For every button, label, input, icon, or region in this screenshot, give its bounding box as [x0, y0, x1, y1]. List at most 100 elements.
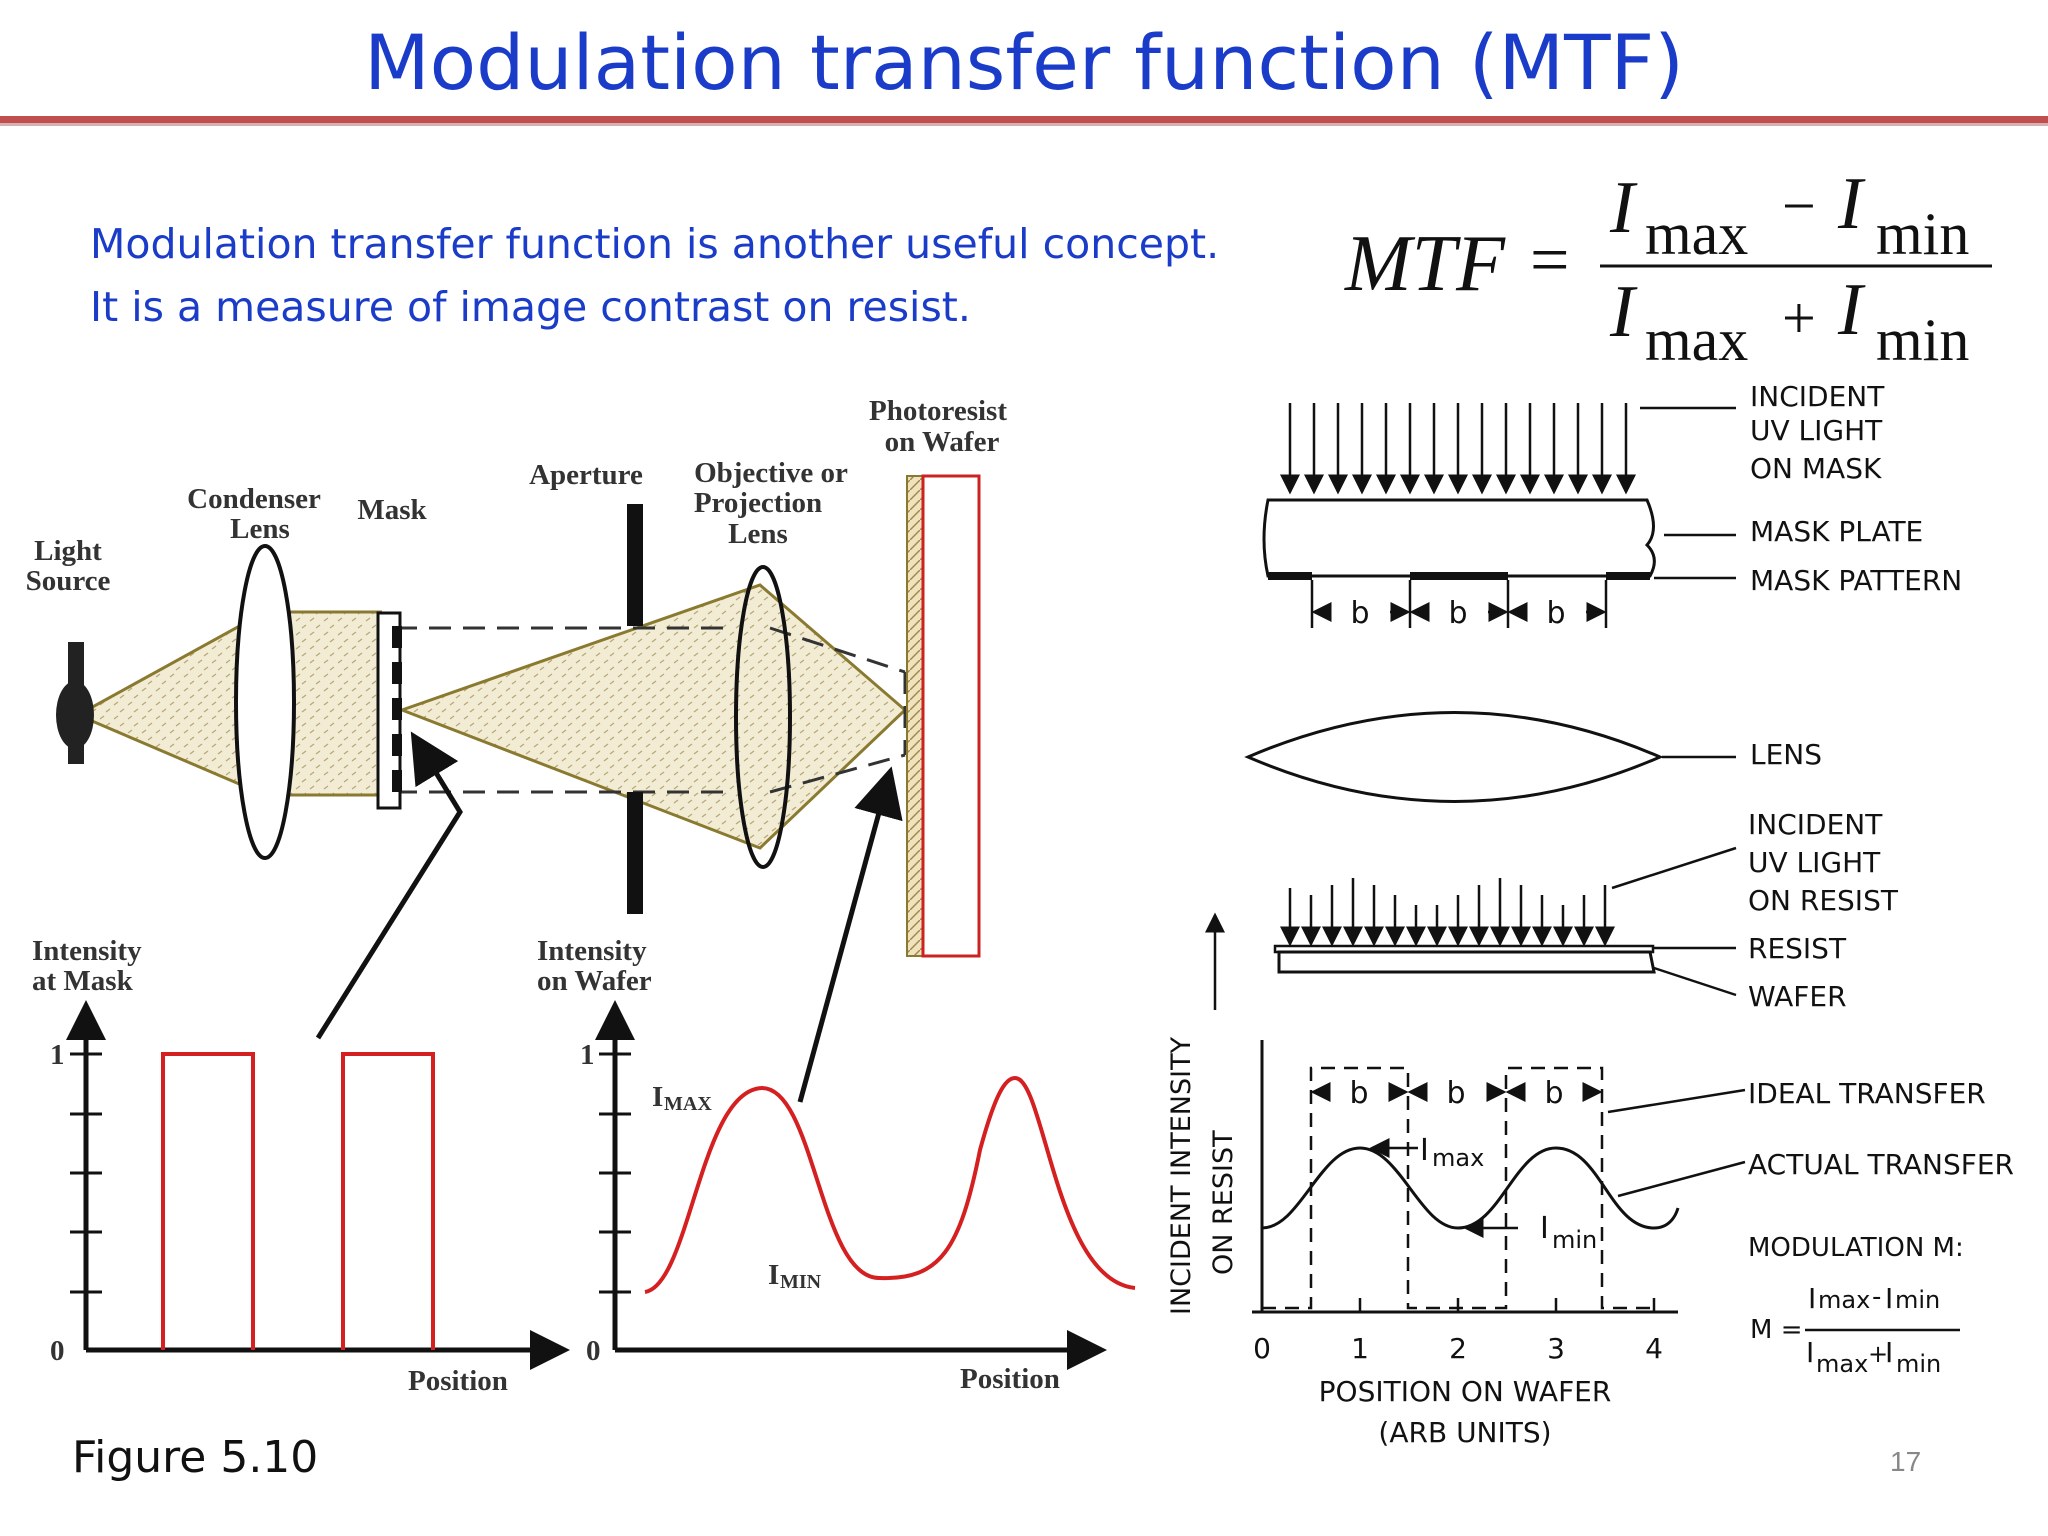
- formula-num-imax-I: I: [1609, 167, 1638, 249]
- slide-title: Modulation transfer function (MTF): [364, 18, 1684, 107]
- mask-plot-ylabel-2: at Mask: [32, 965, 134, 997]
- plot-imax-sub: max: [1432, 1144, 1484, 1172]
- projection-beam: [402, 585, 905, 848]
- formula-den-imax-I: I: [1609, 271, 1638, 353]
- light-source-label-2: Source: [26, 565, 111, 597]
- mask-projection-dashes: [395, 626, 907, 794]
- plot-b-label-1: b: [1349, 1076, 1368, 1111]
- wafer-plot-ylabel-1: Intensity: [537, 935, 647, 967]
- mask-label: Mask: [357, 494, 427, 526]
- mask-b-label-1: b: [1350, 596, 1369, 631]
- aperture-bottom-icon: [627, 792, 643, 914]
- schematic-x-tick-label: 4: [1645, 1332, 1663, 1365]
- formula-den-imin-I: I: [1837, 269, 1866, 351]
- m-den-s2: min: [1896, 1350, 1941, 1378]
- resist-incident-arrows: [1280, 878, 1615, 947]
- wafer-plot-ylabel-2: on Wafer: [537, 965, 652, 997]
- objective-label-1: Objective or: [694, 457, 848, 489]
- schematic-x-ticks: 0 1 2 3 4: [1253, 1332, 1663, 1365]
- label-leaders: [1607, 406, 1746, 1198]
- imin-label-sub: MIN: [780, 1271, 822, 1293]
- mask-plot-ylabel-1: Intensity: [32, 935, 142, 967]
- schematic-xlabel-2: (ARB UNITS): [1378, 1416, 1551, 1449]
- mask-b-dimension: [1310, 580, 1608, 628]
- mtf-formula: MTF = I max − I min I max + I min: [1344, 163, 1992, 373]
- formula-num-imin-sub: min: [1876, 201, 1969, 267]
- photoresist-label-1: Photoresist: [869, 395, 1007, 427]
- aperture-label: Aperture: [529, 459, 643, 491]
- light-source-icon: [56, 642, 94, 764]
- ideal-transfer-label: IDEAL TRANSFER: [1748, 1077, 1986, 1110]
- resist-label: RESIST: [1748, 932, 1847, 965]
- imax-label-I: I: [652, 1081, 663, 1113]
- mask-pointer-arrow: [315, 731, 463, 1040]
- wafer-plot-tick-1: 1: [580, 1039, 595, 1071]
- formula-equals: =: [1530, 222, 1569, 299]
- mask-b-label-2: b: [1448, 596, 1467, 631]
- m-eq: M =: [1750, 1315, 1802, 1345]
- incident-mask-label-3: ON MASK: [1750, 452, 1882, 485]
- title-divider-shadow: [0, 123, 2048, 126]
- formula-lhs: MTF: [1344, 220, 1506, 308]
- condenser-label-1: Condenser: [187, 483, 321, 515]
- plot-b-label-2: b: [1446, 1076, 1465, 1111]
- light-source-label-1: Light: [34, 535, 102, 567]
- wafer-plot-tick-0: 0: [586, 1335, 601, 1367]
- m-num-op: -: [1872, 1282, 1881, 1312]
- m-den-s1: max: [1816, 1350, 1868, 1378]
- wafer-label: WAFER: [1748, 980, 1847, 1013]
- optical-system-diagram: Light Source Condenser Lens Mask Apertur…: [26, 395, 1007, 1103]
- plot-intensity-at-mask: Intensity at Mask 1 0 Position: [32, 935, 570, 1397]
- schematic-xlabel-1: POSITION ON WAFER: [1319, 1375, 1612, 1408]
- incident-resist-label-1: INCIDENT: [1748, 808, 1883, 841]
- incident-mask-label-2: UV LIGHT: [1750, 414, 1883, 447]
- wafer-substrate-icon: [1277, 950, 1656, 974]
- mask-pulse-2: [341, 1052, 435, 1350]
- lithography-schematic: b b b: [1166, 380, 2014, 1449]
- mask-b-label-3: b: [1546, 596, 1565, 631]
- figure-caption: Figure 5.10: [72, 1432, 319, 1483]
- modulation-label: MODULATION M:: [1748, 1233, 1964, 1263]
- m-den-op: +: [1868, 1340, 1888, 1368]
- plot-imin-sub: min: [1552, 1226, 1597, 1254]
- m-num-s1: max: [1818, 1286, 1870, 1314]
- lens-label: LENS: [1750, 738, 1822, 771]
- mask-plate-icon: [1262, 498, 1656, 578]
- page-number: 17: [1890, 1446, 1922, 1477]
- condenser-beam: [78, 612, 382, 795]
- photoresist-label-2: on Wafer: [885, 426, 1000, 458]
- objective-label-2: Projection: [694, 487, 822, 519]
- mask-pulse-1: [161, 1052, 255, 1350]
- wafer-pointer-arrow: [797, 766, 903, 1103]
- schematic-x-tick-label: 3: [1547, 1332, 1565, 1365]
- title-divider: [0, 116, 2048, 123]
- imax-label-sub: MAX: [664, 1093, 712, 1115]
- formula-plus: +: [1782, 285, 1816, 351]
- schematic-ylabel-1: INCIDENT INTENSITY: [1166, 1036, 1197, 1315]
- mask-pattern-label: MASK PATTERN: [1750, 564, 1962, 597]
- m-den-I2: I: [1885, 1336, 1893, 1369]
- mask-plate-label: MASK PLATE: [1750, 515, 1923, 548]
- mask-plot-tick-0: 0: [50, 1335, 65, 1367]
- incident-mask-label-1: INCIDENT: [1750, 380, 1885, 413]
- modulation-formula: M = I max - I min I max + I min: [1750, 1282, 1960, 1378]
- mask-plot-tick-1: 1: [50, 1039, 65, 1071]
- intro-line-2: It is a measure of image contrast on res…: [90, 283, 971, 331]
- schematic-x-tick-label: 0: [1253, 1332, 1271, 1365]
- imin-label-I: I: [768, 1259, 779, 1291]
- formula-num-imin-I: I: [1837, 163, 1866, 245]
- condenser-lens-icon: [234, 544, 296, 860]
- photoresist-layer-icon: [906, 475, 924, 957]
- objective-label-3: Lens: [728, 518, 788, 550]
- schematic-ylabel-2: ON RESIST: [1208, 1130, 1239, 1275]
- mask-incident-arrows: [1280, 403, 1636, 495]
- formula-minus: −: [1782, 173, 1816, 239]
- mask-pattern-icon: [1268, 572, 1650, 580]
- schematic-x-tick-label: 1: [1351, 1332, 1369, 1365]
- mask-plot-xlabel: Position: [408, 1365, 508, 1397]
- actual-transfer-label: ACTUAL TRANSFER: [1748, 1148, 2014, 1181]
- plot-b-label-3: b: [1544, 1076, 1563, 1111]
- plot-intensity-on-wafer: Intensity on Wafer 1 0 Position I MAX I …: [537, 935, 1136, 1395]
- plot-imax-I: I: [1420, 1133, 1429, 1168]
